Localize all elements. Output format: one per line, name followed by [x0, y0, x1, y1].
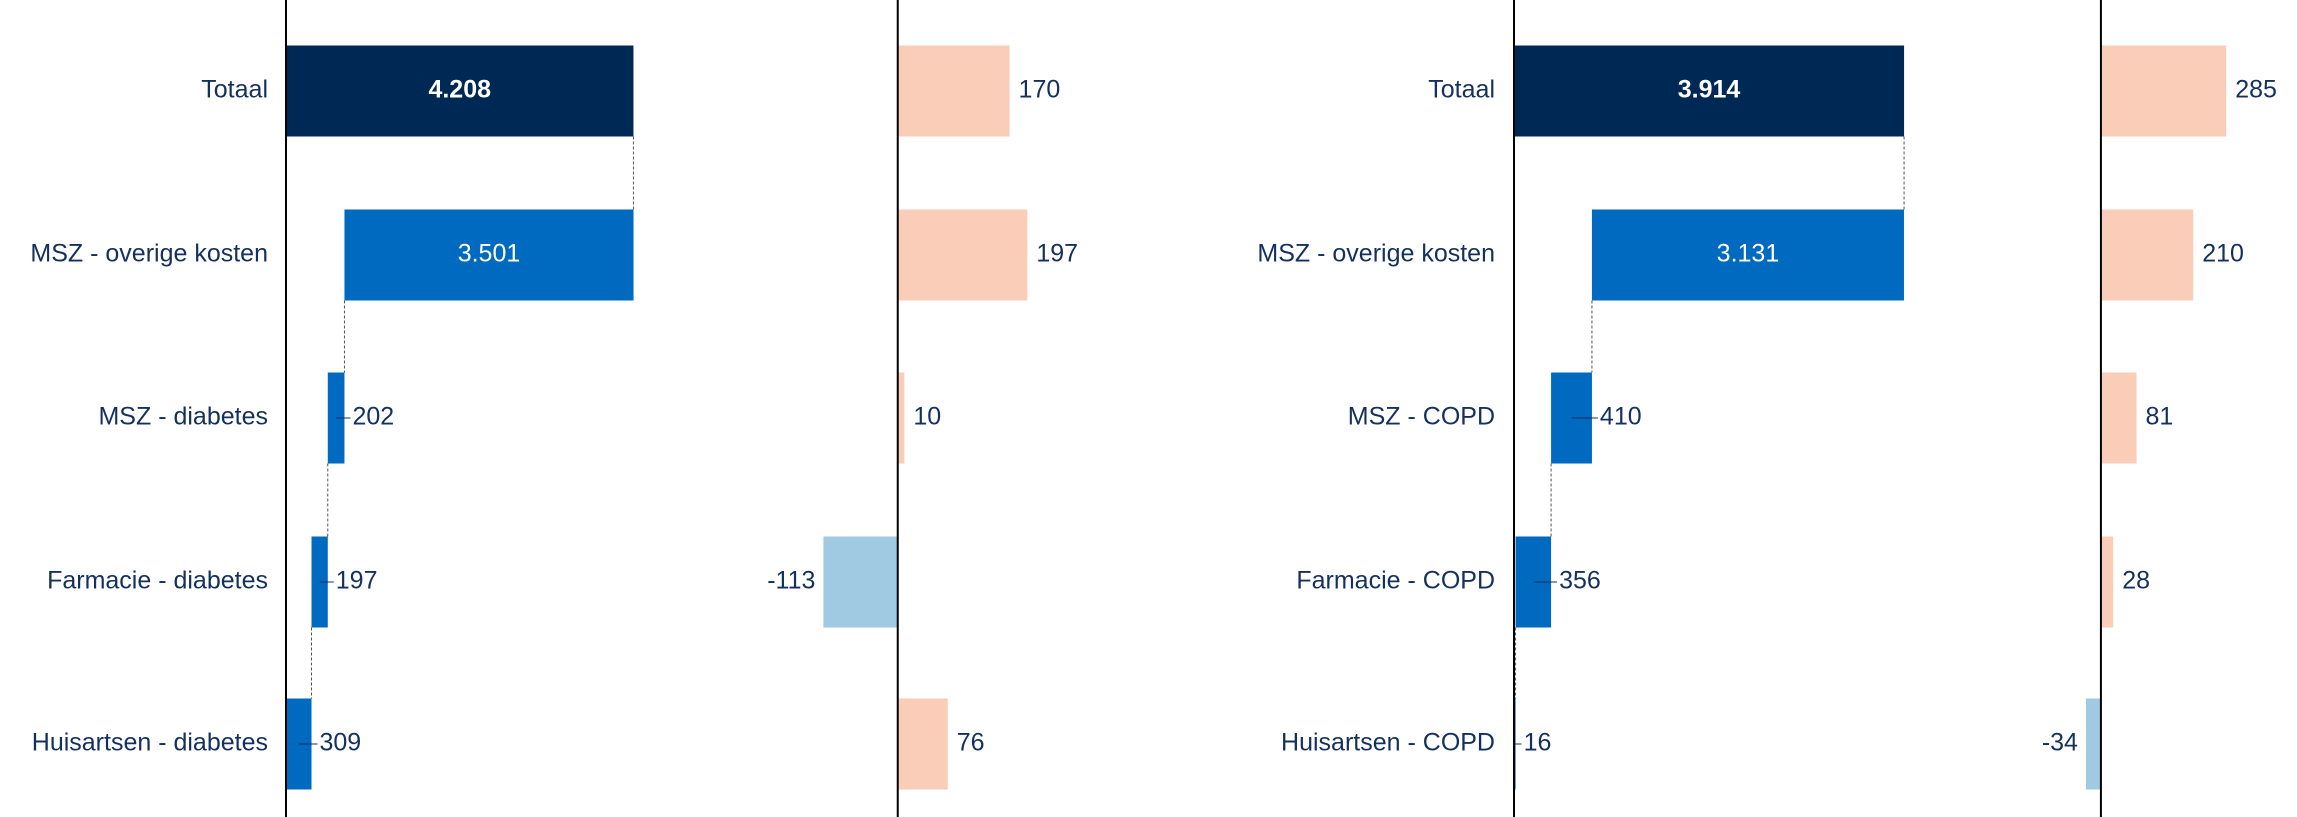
bar	[2100, 209, 2194, 301]
value-label: 16	[1524, 729, 1552, 757]
value-label: 170	[1019, 76, 1061, 104]
bar	[897, 698, 948, 790]
bar	[823, 536, 898, 628]
value-label: 309	[320, 729, 362, 757]
bar	[2100, 372, 2137, 464]
bar	[2100, 536, 2114, 628]
value-label: -113	[767, 567, 815, 595]
bar	[1514, 45, 1905, 137]
bar	[2085, 698, 2101, 790]
value-label: 4.208	[428, 76, 491, 104]
value-label: 81	[2146, 403, 2174, 431]
category-label: MSZ - diabetes	[98, 403, 268, 431]
value-label: 3.501	[458, 240, 521, 268]
value-label: 3.914	[1678, 76, 1741, 104]
category-label: Farmacie - diabetes	[47, 567, 268, 595]
category-label: MSZ - overige kosten	[1257, 240, 1495, 268]
category-label: MSZ - overige kosten	[30, 240, 268, 268]
bar	[2100, 45, 2227, 137]
value-label: 410	[1600, 403, 1642, 431]
value-label: 197	[1036, 240, 1078, 268]
value-label: 28	[2122, 567, 2150, 595]
value-label: 356	[1559, 567, 1601, 595]
value-label: 285	[2235, 76, 2277, 104]
category-label: Farmacie - COPD	[1296, 567, 1495, 595]
value-label: 202	[352, 403, 394, 431]
value-label: 210	[2202, 240, 2244, 268]
category-label: Totaal	[201, 76, 268, 104]
category-label: MSZ - COPD	[1348, 403, 1495, 431]
bar	[286, 45, 634, 137]
value-label: 197	[336, 567, 378, 595]
bar	[1591, 209, 1904, 301]
value-label: 10	[913, 403, 941, 431]
bar	[897, 209, 1028, 301]
value-label: -34	[2042, 729, 2078, 757]
category-label: Huisartsen - COPD	[1281, 729, 1495, 757]
bar	[344, 209, 634, 301]
bar	[897, 45, 1010, 137]
category-label: Totaal	[1428, 76, 1495, 104]
value-label: 3.131	[1717, 240, 1780, 268]
bar	[897, 372, 905, 464]
category-label: Huisartsen - diabetes	[32, 729, 268, 757]
value-label: 76	[957, 729, 985, 757]
